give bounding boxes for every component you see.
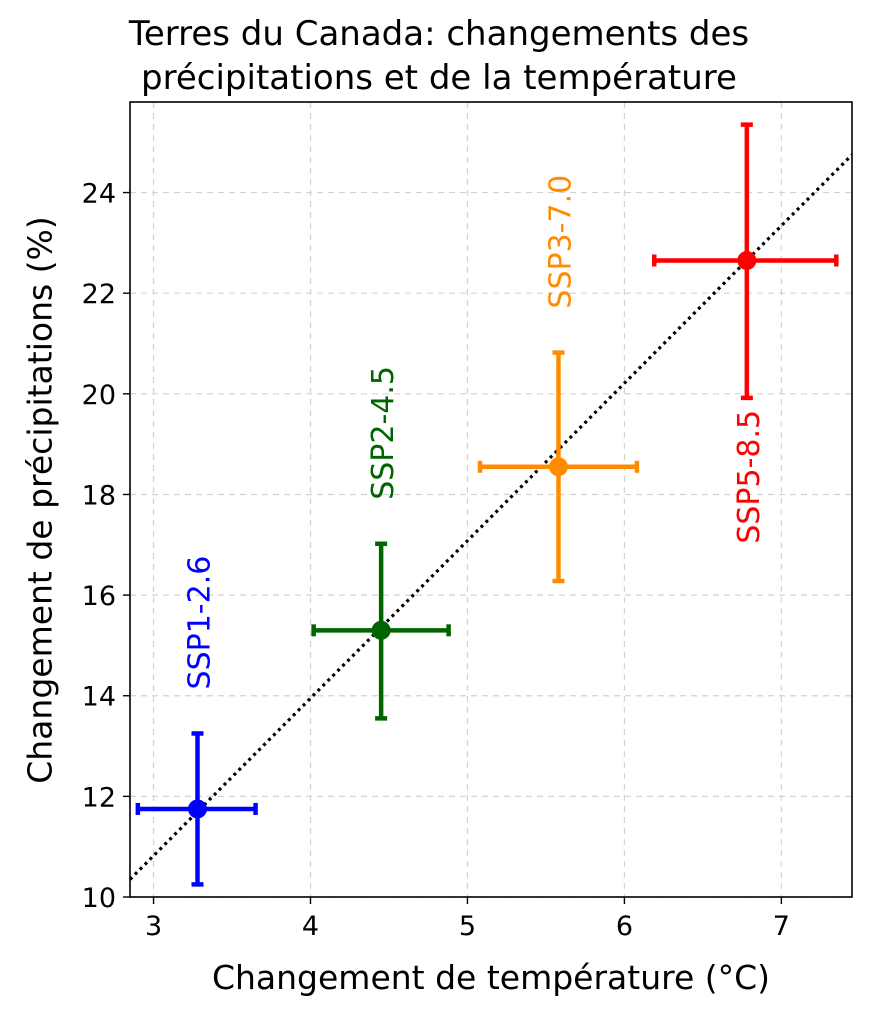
x-tick-label: 7	[773, 911, 790, 942]
chart-title-line-1: Terres du Canada: changements des	[128, 14, 750, 54]
series-label: SSP3-7.0	[543, 175, 578, 309]
series-label: SSP5-8.5	[732, 410, 767, 544]
y-tick-label: 12	[82, 782, 116, 813]
x-tick-label: 5	[459, 911, 476, 942]
x-tick-label: 4	[302, 911, 319, 942]
y-tick-label: 22	[82, 279, 116, 310]
y-tick-label: 18	[82, 480, 116, 511]
y-tick-label: 10	[82, 883, 116, 914]
data-point	[187, 799, 207, 819]
x-axis-label: Changement de température (°C)	[211, 958, 771, 997]
x-tick-label: 3	[145, 911, 162, 942]
plot-frame	[129, 101, 853, 898]
chart-title: Terres du Canada: changements des précip…	[0, 12, 878, 100]
y-axis-label: Changement de précipitations (%)	[20, 216, 60, 784]
series-label: SSP2-4.5	[366, 366, 401, 500]
chart-title-line-2: précipitations et de la température	[141, 58, 737, 98]
data-point	[371, 620, 391, 640]
data-point	[548, 457, 568, 477]
y-tick-label: 24	[82, 179, 116, 210]
y-tick-label: 14	[82, 682, 116, 713]
y-tick-label: 16	[82, 581, 116, 612]
x-tick-label: 6	[616, 911, 633, 942]
series-label: SSP1-2.6	[182, 556, 217, 690]
fit-line	[130, 153, 852, 881]
data-point	[737, 250, 757, 270]
y-tick-label: 20	[82, 380, 116, 411]
